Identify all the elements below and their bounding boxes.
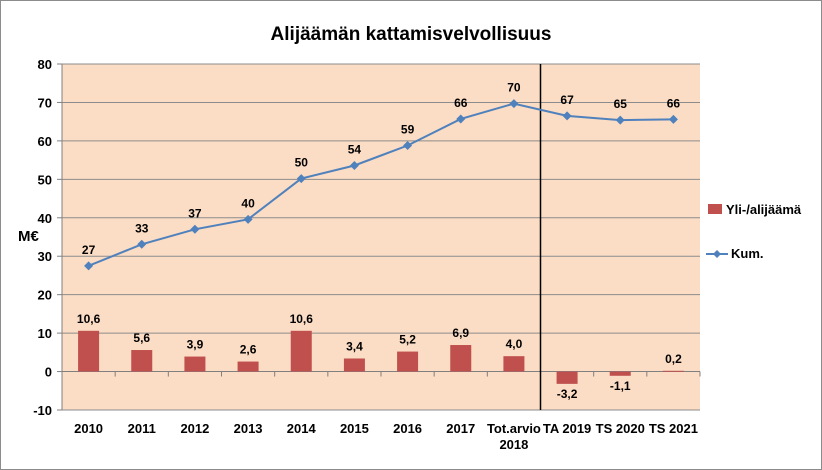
x-tick-label: 2014: [287, 421, 317, 436]
y-tick-label: 70: [38, 95, 52, 110]
bar: [662, 370, 684, 372]
kum-marker: [456, 114, 466, 124]
kum-marker: [296, 174, 306, 184]
y-tick-label: 50: [38, 172, 52, 187]
bar: [450, 345, 472, 372]
legend-swatch-bar: [708, 204, 722, 214]
gridlines: [62, 63, 700, 411]
line-data-label: 66: [454, 96, 468, 110]
bar-data-label: -1,1: [610, 379, 631, 393]
bar: [78, 330, 100, 372]
bar-data-label: -3,2: [557, 387, 578, 401]
bar-data-label: 10,6: [290, 312, 314, 326]
y-tick-label: -10: [33, 403, 52, 418]
x-tick-label: 2011: [128, 421, 156, 436]
bar: [237, 361, 259, 372]
bar: [131, 350, 153, 372]
x-tick-label: Tot.arvio 2018: [487, 421, 541, 452]
kum-marker: [509, 99, 519, 109]
bar-data-label: 6,9: [452, 326, 469, 340]
bar-series: [78, 330, 684, 384]
x-tick-label: 2017: [446, 421, 475, 436]
bar-data-label: 4,0: [506, 337, 523, 351]
line-series: [84, 99, 678, 271]
legend-swatch-marker: [713, 250, 721, 258]
bar: [397, 351, 419, 372]
y-tick-label: 80: [38, 57, 52, 72]
legend-label-bar: Yli-/alijäämä: [726, 202, 802, 217]
data-labels: 10,6 5,6 3,9 2,6 10,6 3,4 5,2 6,9 4,0 -3,2 -1,1 0,2…: [77, 81, 682, 401]
line-data-label: 59: [401, 123, 415, 137]
plot-area: [62, 64, 700, 410]
bar-data-label: 3,4: [346, 339, 363, 353]
chart-title: Alijäämän kattamisvelvollisuus: [270, 24, 552, 45]
line-data-label: 54: [348, 142, 362, 156]
y-tick-label: 60: [38, 134, 52, 149]
x-tick-label: 2016: [393, 421, 422, 436]
kum-marker: [403, 141, 413, 151]
kum-marker: [190, 224, 200, 234]
x-tick-label: 2010: [74, 421, 103, 436]
line-data-label: 50: [295, 156, 309, 170]
line-data-label: 70: [507, 81, 521, 95]
bar: [609, 371, 631, 376]
y-tick-label: 20: [38, 288, 52, 303]
legend: Yli-/alijäämä Kum.: [706, 202, 802, 261]
kum-line: [88, 102, 674, 267]
line-data-label: 40: [241, 196, 255, 210]
line-data-label: 66: [667, 96, 681, 110]
y-tick-label: 30: [38, 249, 52, 264]
bar-data-label: 5,6: [133, 331, 150, 345]
y-axis-title: M€: [18, 228, 39, 245]
kum-marker: [615, 115, 625, 125]
x-tick-labels: 2010 2011 2012 2013 2014 2015 2016 2017 Tot.arvi…: [74, 421, 698, 452]
x-tick-label: 2012: [180, 421, 209, 436]
bar: [184, 356, 206, 372]
y-tick-labels: -10 0 10 20 30 40 50 60 70 80: [33, 57, 52, 418]
line-data-label: 27: [82, 243, 96, 257]
kum-marker: [137, 239, 147, 249]
x-tick-label: TS 2020: [596, 421, 645, 436]
line-data-label: 67: [560, 93, 574, 107]
y-tick-label: 40: [38, 211, 52, 226]
kum-marker: [562, 111, 572, 121]
x-tick-label: TA 2019: [543, 421, 591, 436]
bar: [503, 356, 525, 372]
bar: [343, 358, 365, 372]
line-data-label: 33: [135, 221, 149, 235]
x-tick-label: 2015: [340, 421, 369, 436]
bar-data-label: 0,2: [665, 352, 682, 366]
bar-data-label: 3,9: [187, 338, 204, 352]
x-tick-label: TS 2021: [649, 421, 698, 436]
x-tick-label-line: Tot.arvio: [487, 421, 541, 436]
y-tick-label: 0: [45, 365, 52, 380]
kum-marker: [349, 160, 359, 170]
line-data-label: 65: [614, 97, 628, 111]
kum-marker: [84, 261, 94, 271]
x-tick-label-line: 2018: [499, 437, 528, 452]
bar-data-label: 5,2: [399, 333, 416, 347]
legend-label-line: Kum.: [731, 246, 764, 261]
axes: [57, 63, 701, 411]
bar: [290, 330, 312, 372]
line-data-label: 37: [188, 206, 202, 220]
x-tick-label: 2013: [234, 421, 263, 436]
kum-marker: [668, 114, 678, 124]
y-tick-label: 10: [38, 326, 52, 341]
bar: [556, 371, 578, 384]
kum-marker: [243, 214, 253, 224]
bar-data-label: 10,6: [77, 312, 101, 326]
bar-data-label: 2,6: [240, 343, 257, 357]
